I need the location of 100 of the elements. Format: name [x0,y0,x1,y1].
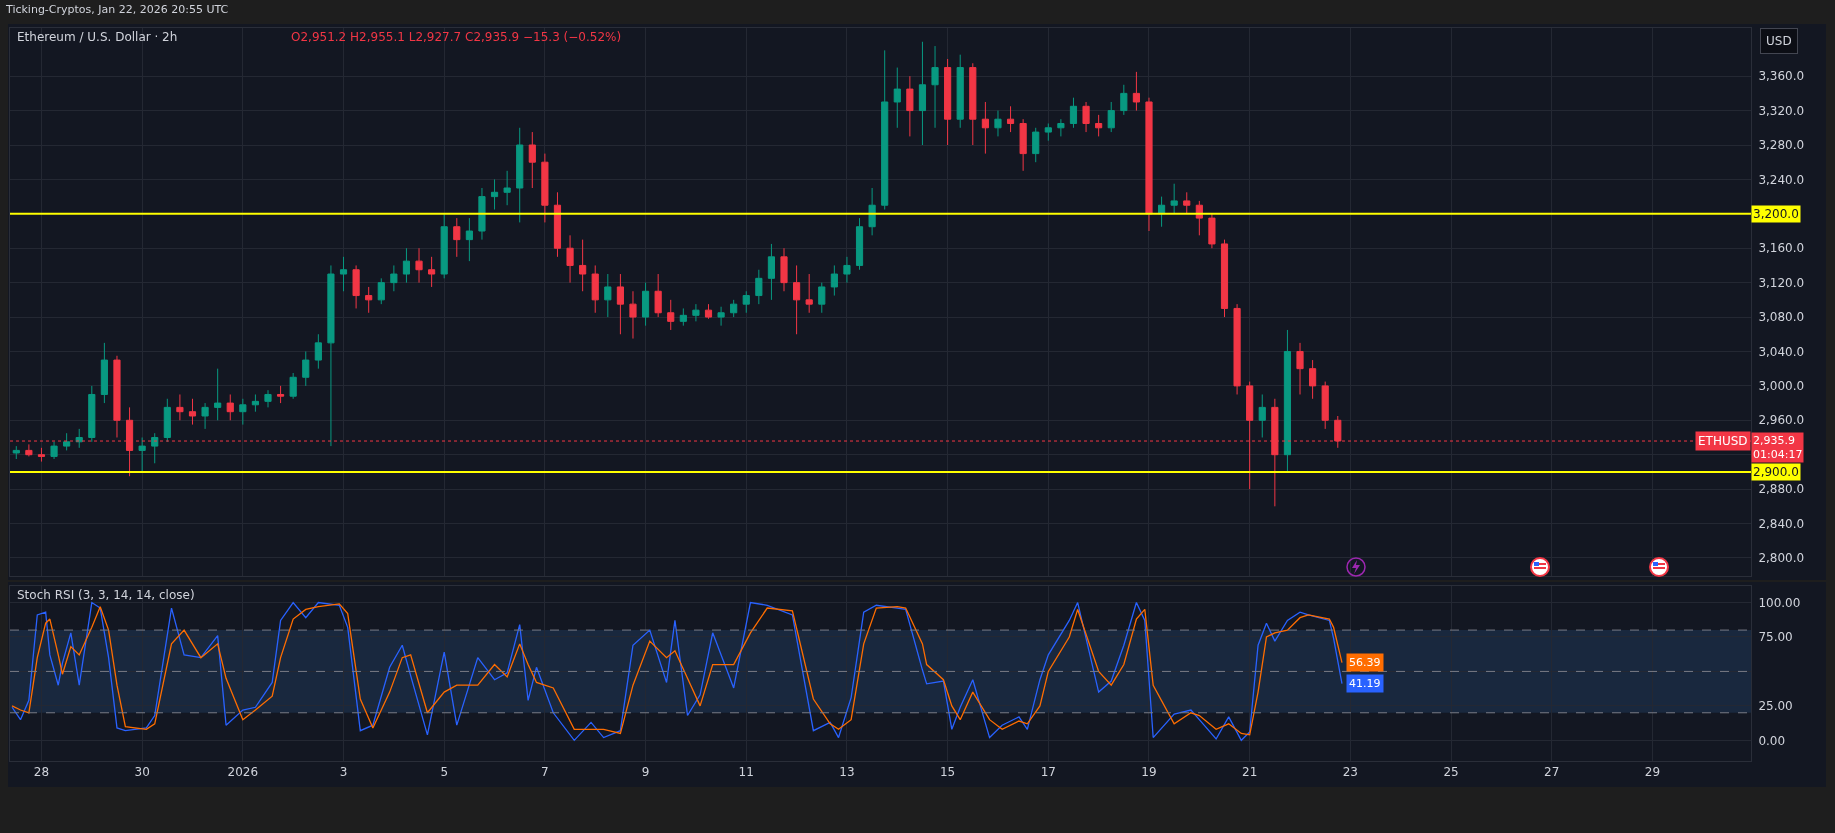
candlestick [918,41,927,146]
candlestick [465,217,473,262]
candlestick [1019,118,1027,172]
candlestick [1309,359,1317,400]
y-tick-label: 25.00 [1758,699,1793,714]
x-tick-label: 5 [440,765,449,780]
x-tick-label: 28 [33,765,50,780]
ref-line-label: 2,900.0 [1753,465,1799,479]
candlestick [818,282,826,314]
x-tick-label: 9 [641,765,650,780]
x-tick-label: 15 [939,765,956,780]
candlestick [893,67,901,129]
candlestick [138,436,146,473]
candlestick [163,398,171,443]
candlestick [503,170,511,206]
candlestick [1132,71,1140,112]
y-tick-label: 3,000.0 [1758,379,1805,394]
candlestick [37,447,46,463]
candlestick [641,282,650,327]
candlestick [830,264,838,297]
y-tick-label: 75.00 [1758,630,1793,645]
annotation: ETHUSD [1698,434,1748,448]
y-tick-label: 3,160.0 [1758,241,1805,256]
annotation: Stoch RSI (3, 3, 14, 14, close) [17,588,195,602]
candlestick [1157,196,1166,228]
candlestick [490,178,499,211]
candlestick [1220,239,1229,318]
y-tick-label: 2,880.0 [1758,482,1805,497]
candlestick [1296,342,1304,395]
candlestick [516,127,524,223]
candlestick [201,402,209,430]
candlestick [981,101,989,155]
ref-line-label: 3,200.0 [1753,207,1799,221]
chart-title: Ethereum / U.S. Dollar · 2h [17,30,178,44]
candlestick [1321,381,1329,430]
candlestick [277,385,285,404]
candlestick [667,299,675,331]
x-tick-label: 3 [339,765,348,780]
chart-subtitle: O2,951.2 H2,955.1 L2,927.7 C2,935.9 −15.3 (−0.52%) [291,30,622,44]
x-tick-label: 11 [738,765,754,780]
ref-line-label: 2,935.9 01:04:17 [1753,434,1803,462]
candlestick [88,385,96,443]
candlestick [541,153,549,223]
annotation: 41.19 [1349,677,1381,690]
candlestick [780,247,788,292]
candlestick [692,303,700,322]
annotation: 56.39 [1349,656,1381,669]
candlestick [314,333,322,370]
x-tick-label: 25 [1443,765,1459,780]
candlestick [566,234,574,284]
candlestick [868,187,876,236]
candlestick [302,350,310,387]
x-tick-label: 21 [1242,765,1258,780]
y-tick-label: 3,360.0 [1758,69,1805,84]
candlestick [377,277,385,305]
candlestick [1006,105,1015,133]
candlestick [239,398,247,426]
x-tick-label: 2026 [227,765,259,780]
candlestick [478,187,486,241]
x-tick-label: 17 [1040,765,1056,780]
candlestick [730,299,738,318]
candlestick [428,256,436,288]
candlestick [969,62,977,146]
y-tick-label: 3,080.0 [1758,310,1805,325]
x-tick-label: 7 [541,765,549,780]
candlestick [767,243,776,301]
x-tick-label: 27 [1544,765,1560,780]
candlestick [1057,118,1065,137]
candlestick [1258,393,1266,438]
y-tick-label: 2,800.0 [1758,551,1805,566]
candlestick [12,445,20,460]
candlestick [604,273,612,318]
x-tick-label: 23 [1342,765,1358,780]
y-tick-label: 3,280.0 [1758,138,1805,153]
candlestick [1032,127,1040,163]
candlestick [591,264,599,314]
candlestick [251,393,259,413]
text: Ticking-Cryptos, Jan 22, 2026 20:55 UTC [6,3,229,16]
candlestick [289,372,297,400]
candlestick [100,342,108,404]
candlestick [755,269,763,305]
candlestick [881,49,889,211]
candlestick [944,58,952,146]
candlestick [855,217,864,271]
x-tick-label: 30 [134,765,150,780]
candlestick [188,398,197,426]
candlestick [742,290,750,314]
candlestick [1120,84,1128,116]
candlestick [352,264,360,309]
candlestick [528,131,536,189]
candlestick [805,273,813,314]
candlestick [956,54,964,129]
y-tick-label: 2,960.0 [1758,413,1805,428]
y-tick-label: 0.00 [1758,733,1786,748]
x-tick-label: 13 [839,765,855,780]
candlestick [63,432,71,451]
y-tick-label: 3,040.0 [1758,344,1805,359]
candlestick [579,239,587,292]
candlestick [440,213,448,279]
candlestick [1107,101,1115,133]
